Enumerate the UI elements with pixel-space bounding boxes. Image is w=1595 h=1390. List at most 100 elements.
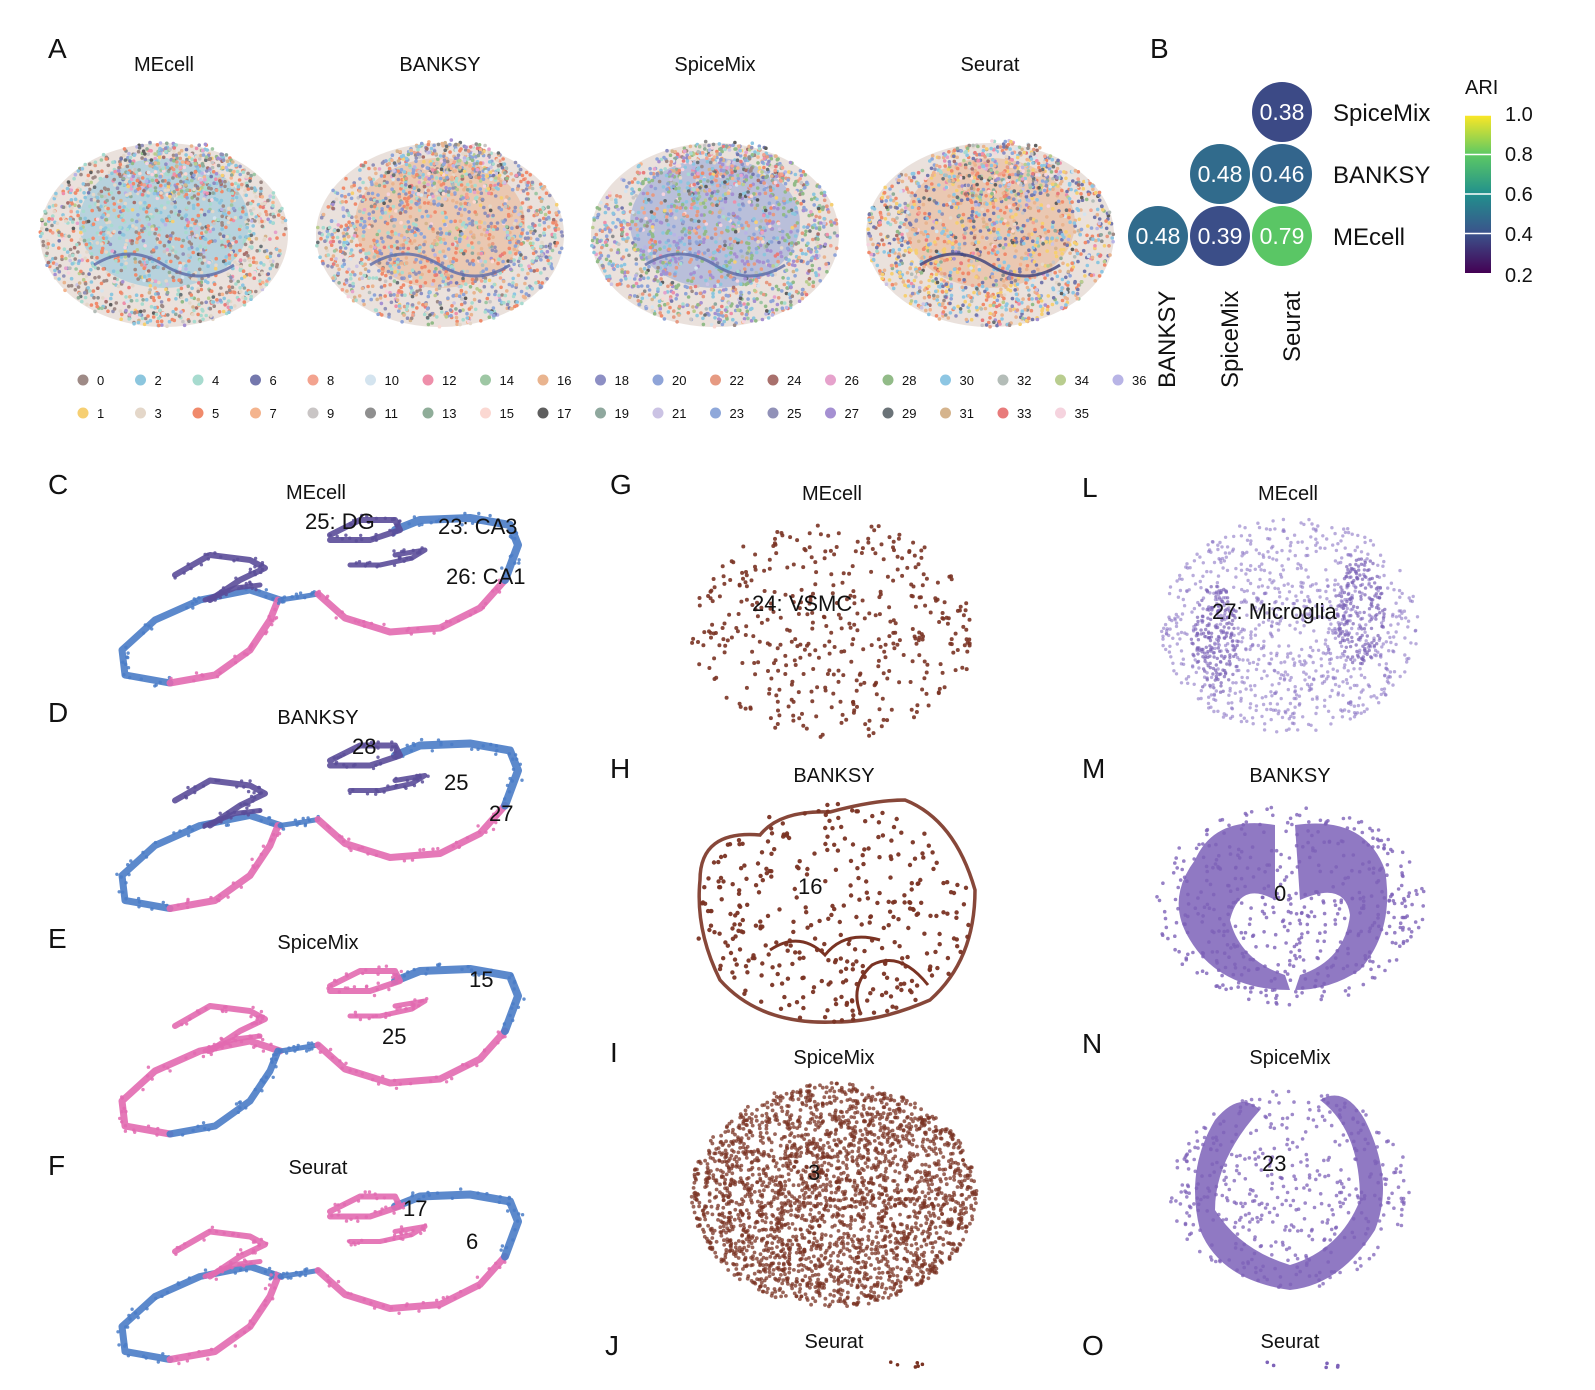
legend-swatch bbox=[77, 374, 89, 386]
legend-swatch bbox=[307, 374, 319, 386]
legend-label: 24 bbox=[787, 373, 801, 388]
legend-swatch bbox=[537, 407, 549, 419]
legend-label: 19 bbox=[615, 406, 629, 421]
panel-e-title: SpiceMix bbox=[277, 932, 358, 954]
legend-swatch bbox=[537, 374, 549, 386]
legend-label: 35 bbox=[1075, 406, 1089, 421]
panel-g-scatter bbox=[690, 523, 972, 739]
legend-label: 33 bbox=[1017, 406, 1031, 421]
legend-swatch bbox=[767, 374, 779, 386]
panel-h-title: BANKSY bbox=[793, 765, 874, 787]
annotation-25b: 25 bbox=[382, 1024, 406, 1049]
legend-label: 31 bbox=[960, 406, 974, 421]
panel-o-title: Seurat bbox=[1261, 1331, 1320, 1353]
legend-swatch bbox=[997, 374, 1009, 386]
vsmc-panels bbox=[689, 523, 979, 1369]
legend-swatch bbox=[710, 374, 721, 386]
panel-j-title: Seurat bbox=[805, 1331, 864, 1353]
annotation-15: 15 bbox=[469, 967, 493, 992]
annotation-3: 3 bbox=[808, 1160, 820, 1185]
legend-swatch bbox=[422, 374, 434, 386]
legend-swatch bbox=[710, 407, 721, 419]
annotation-dg: 25: DG bbox=[305, 509, 375, 534]
panel-label-e: E bbox=[48, 923, 67, 954]
panel-label-a: A bbox=[48, 33, 67, 64]
panel-label-j: J bbox=[605, 1330, 619, 1361]
legend-swatch bbox=[767, 407, 779, 419]
panel-f-title: Seurat bbox=[289, 1157, 348, 1179]
legend-swatch bbox=[882, 407, 894, 419]
ari-value: 0.79 bbox=[1260, 223, 1305, 249]
colorbar-title: ARI bbox=[1465, 77, 1498, 99]
panel-m-scatter bbox=[1155, 805, 1426, 1007]
annotation-17: 17 bbox=[403, 1196, 427, 1221]
legend-label: 36 bbox=[1132, 373, 1146, 388]
panel-j-scatter bbox=[888, 1360, 925, 1369]
panel-label-l: L bbox=[1082, 472, 1098, 503]
colorbar-tick-1.0: 1.0 bbox=[1505, 104, 1533, 126]
colorbar-ticks bbox=[1465, 114, 1491, 235]
legend-label: 7 bbox=[270, 406, 277, 421]
panel-l-scatter bbox=[1160, 517, 1420, 734]
microglia-panels bbox=[1155, 517, 1426, 1370]
legend-label: 21 bbox=[672, 406, 686, 421]
legend-swatch bbox=[307, 407, 319, 419]
tissue-map-2 bbox=[590, 139, 840, 329]
legend-label: 22 bbox=[730, 373, 744, 388]
panel-label-h: H bbox=[610, 753, 630, 784]
annotation-ca1: 26: CA1 bbox=[446, 564, 526, 589]
legend-label: 20 bbox=[672, 373, 686, 388]
ari-value: 0.46 bbox=[1260, 161, 1305, 187]
legend-swatch bbox=[250, 407, 261, 419]
legend-label: 27 bbox=[845, 406, 859, 421]
colorbar-tick-0.4: 0.4 bbox=[1505, 224, 1533, 246]
legend-label: 14 bbox=[500, 373, 514, 388]
legend-swatch bbox=[1112, 374, 1124, 386]
legend-label: 17 bbox=[557, 406, 571, 421]
legend-label: 6 bbox=[270, 373, 277, 388]
annotation-28: 28 bbox=[352, 734, 376, 759]
legend-label: 1 bbox=[97, 406, 104, 421]
panel-label-m: M bbox=[1082, 753, 1105, 784]
colorbar-tick-0.2: 0.2 bbox=[1505, 265, 1533, 287]
col-label-banksy: BANKSY bbox=[1154, 291, 1181, 388]
ari-bubble bbox=[1190, 206, 1250, 266]
legend-label: 4 bbox=[212, 373, 219, 388]
legend-label: 30 bbox=[960, 373, 974, 388]
hippocampus-panels bbox=[115, 511, 526, 1366]
annotation-25: 25 bbox=[444, 770, 468, 795]
legend-swatch bbox=[652, 374, 664, 386]
legend-label: 12 bbox=[442, 373, 456, 388]
col-label-seurat: Seurat bbox=[1279, 291, 1306, 362]
panel-o-scatter bbox=[1265, 1360, 1340, 1370]
annotation-27: 27 bbox=[489, 801, 513, 826]
ari-value: 0.48 bbox=[1198, 161, 1243, 187]
legend-label: 9 bbox=[327, 406, 334, 421]
legend-swatch bbox=[365, 407, 376, 419]
legend-swatch bbox=[77, 407, 89, 419]
panel-label-c: C bbox=[48, 469, 68, 500]
annotation-vsmc: 24: VSMC bbox=[752, 591, 852, 616]
legend-swatch bbox=[652, 407, 664, 419]
legend-swatch bbox=[135, 407, 146, 419]
panel-n-title: SpiceMix bbox=[1249, 1047, 1330, 1069]
legend-swatch bbox=[825, 407, 836, 419]
legend-label: 10 bbox=[385, 373, 399, 388]
legend-label: 34 bbox=[1075, 373, 1089, 388]
legend-swatch bbox=[192, 374, 204, 386]
row-label-spicemix: SpiceMix bbox=[1333, 100, 1430, 127]
ari-value: 0.38 bbox=[1260, 99, 1305, 125]
annotation-ca3: 23: CA3 bbox=[438, 514, 518, 539]
hippocampus-panel-1 bbox=[115, 737, 524, 912]
annotation-microglia: 27: Microglia bbox=[1212, 599, 1337, 624]
legend-label: 25 bbox=[787, 406, 801, 421]
legend-label: 3 bbox=[155, 406, 162, 421]
ari-bubble bbox=[1128, 206, 1188, 266]
hippocampus-panel-0 bbox=[118, 511, 522, 688]
legend-swatch bbox=[250, 374, 261, 386]
annotation-16: 16 bbox=[798, 874, 822, 899]
legend-label: 15 bbox=[500, 406, 514, 421]
panel-c-title: MEcell bbox=[286, 482, 346, 504]
legend-label: 23 bbox=[730, 406, 744, 421]
